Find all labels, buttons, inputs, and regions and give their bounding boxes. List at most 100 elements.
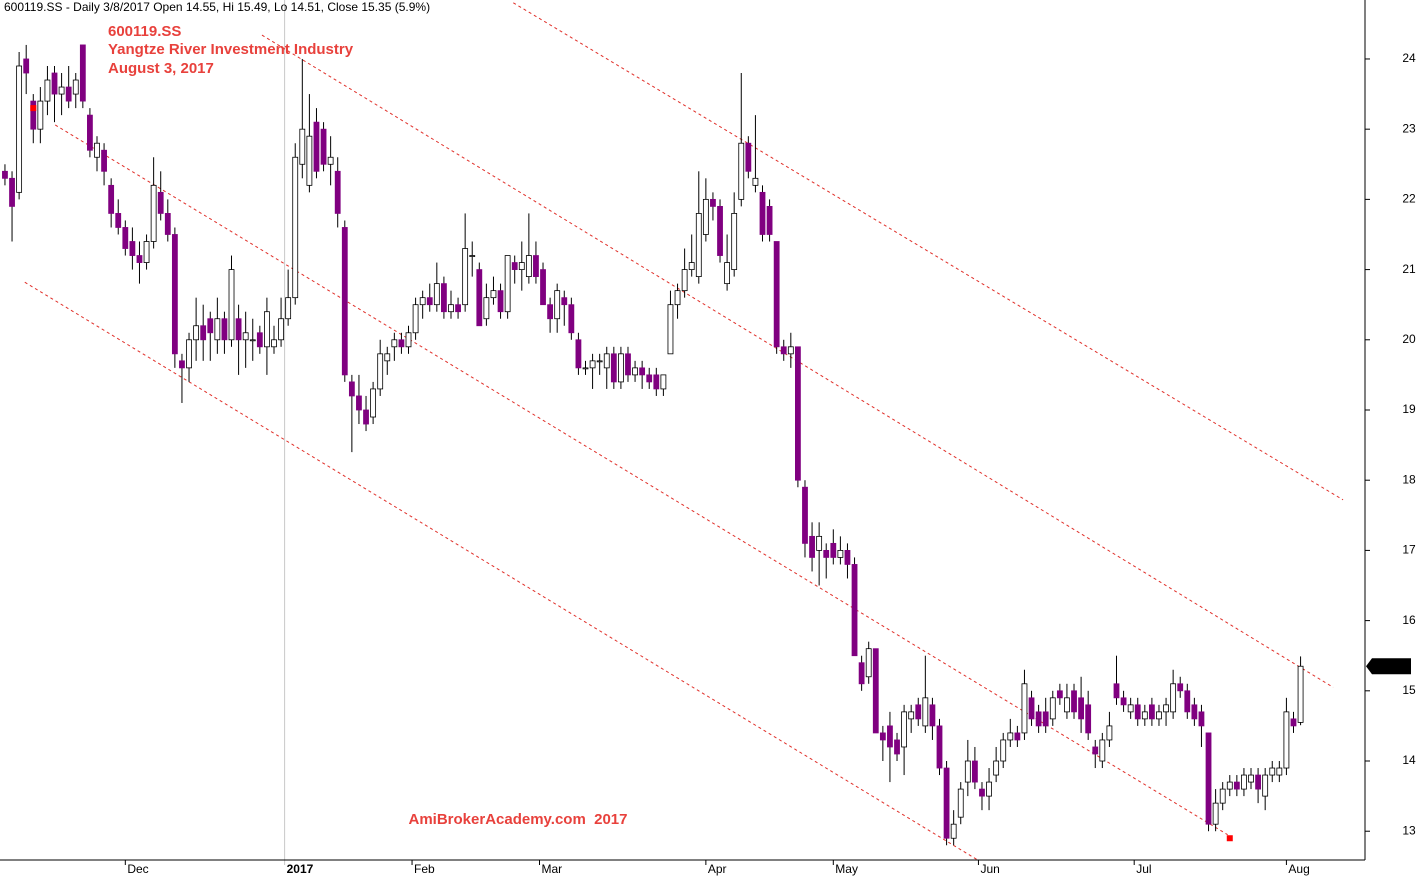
candle-body <box>1233 781 1240 790</box>
candle-body <box>1148 704 1155 720</box>
candle-body <box>667 304 674 355</box>
candle-body <box>405 332 412 348</box>
candle-body <box>1198 711 1205 727</box>
candle-body <box>547 304 554 320</box>
candle-body <box>164 213 171 235</box>
y-tick-label: 20 <box>1402 332 1416 346</box>
candle-body <box>214 318 221 341</box>
candle-body <box>242 332 249 341</box>
candle-body <box>830 542 837 558</box>
candle-body <box>639 367 646 376</box>
candle-body <box>710 198 716 207</box>
candle-body <box>518 262 525 270</box>
candle-body <box>1212 802 1219 825</box>
candle-body <box>1184 690 1191 713</box>
candle-body <box>943 767 950 839</box>
candle-body <box>462 248 469 306</box>
y-tick-label: 22 <box>1402 192 1416 206</box>
candle-body <box>278 318 284 341</box>
candle-body <box>575 339 582 369</box>
candle-body <box>207 318 214 334</box>
candle-body <box>348 381 355 397</box>
candle-body <box>441 283 447 313</box>
candle-body <box>582 367 589 370</box>
candle-body <box>320 128 327 165</box>
candle-body <box>589 360 596 369</box>
candle-body <box>1248 774 1254 783</box>
candle-body <box>1000 739 1007 762</box>
candle-body <box>1219 788 1226 804</box>
candle-body <box>1297 665 1304 723</box>
candle-body <box>816 535 823 551</box>
candle-body <box>957 788 964 818</box>
signal-marker <box>30 105 37 112</box>
candle-body <box>299 128 306 165</box>
x-tick-label: Apr <box>708 862 727 876</box>
candle-body <box>1007 732 1014 741</box>
candle-body <box>221 318 228 341</box>
x-tick-label: Jun <box>980 862 999 876</box>
candle-body <box>872 648 879 734</box>
candle-body <box>341 227 348 376</box>
y-tick-label: 21 <box>1402 262 1416 276</box>
candle-body <box>1113 683 1120 699</box>
candle-body <box>193 325 200 341</box>
candle-body <box>370 388 377 418</box>
candle-body <box>426 297 433 306</box>
candle-body <box>1014 732 1021 741</box>
candle-body <box>384 353 391 362</box>
candle-body <box>844 550 851 565</box>
candle-body <box>894 739 900 755</box>
candle-body <box>887 725 893 748</box>
candle-body <box>143 241 150 263</box>
candle-body <box>1241 774 1247 790</box>
candle-body <box>377 353 384 390</box>
candle-body <box>865 648 872 678</box>
y-tick-label: 23 <box>1402 121 1416 135</box>
x-tick-label: Dec <box>127 862 148 876</box>
candle-body <box>87 114 93 151</box>
candle-body <box>688 262 695 270</box>
candle-body <box>37 100 44 130</box>
candle-body <box>271 339 277 348</box>
candle-body <box>802 486 808 544</box>
candle-body <box>1141 711 1148 720</box>
candle-body <box>533 255 539 278</box>
candle-body <box>1078 697 1084 720</box>
candle-body <box>731 213 738 270</box>
candle-body <box>1028 697 1035 720</box>
candle-body <box>1106 725 1113 741</box>
y-tick-label: 24 <box>1402 51 1416 65</box>
candle-body <box>809 535 815 558</box>
candle-body <box>9 177 15 207</box>
candle-body <box>759 191 766 235</box>
candle-body <box>306 135 313 186</box>
candle-body <box>1262 774 1269 797</box>
watermark: AmiBrokerAcademy.com 2017 <box>409 811 628 828</box>
candle-body <box>356 395 362 411</box>
candle-body <box>1205 732 1212 825</box>
candle-body <box>433 283 440 306</box>
candle-body <box>561 297 568 306</box>
candle-body <box>150 184 157 242</box>
candle-body <box>702 198 709 235</box>
candle-body <box>618 353 624 383</box>
last-value-label: 15.35 <box>1377 658 1407 672</box>
candle-body <box>738 142 745 200</box>
candle-body <box>1269 767 1276 776</box>
candle-body <box>264 311 270 348</box>
candle-body <box>1064 697 1070 713</box>
candle-body <box>235 318 242 341</box>
header: 600119.SS - Daily 3/8/2017 Open 14.55, H… <box>4 0 430 14</box>
candle-body <box>1283 711 1290 769</box>
candle-body <box>1163 704 1169 713</box>
candle-body <box>490 290 497 299</box>
candle-body <box>901 711 908 748</box>
annotation: 600119.SS <box>108 23 181 40</box>
candle-body <box>632 367 638 376</box>
candle-body <box>773 241 780 348</box>
candle-body <box>922 697 929 727</box>
candle-body <box>1049 697 1056 720</box>
candle-body <box>51 72 58 95</box>
